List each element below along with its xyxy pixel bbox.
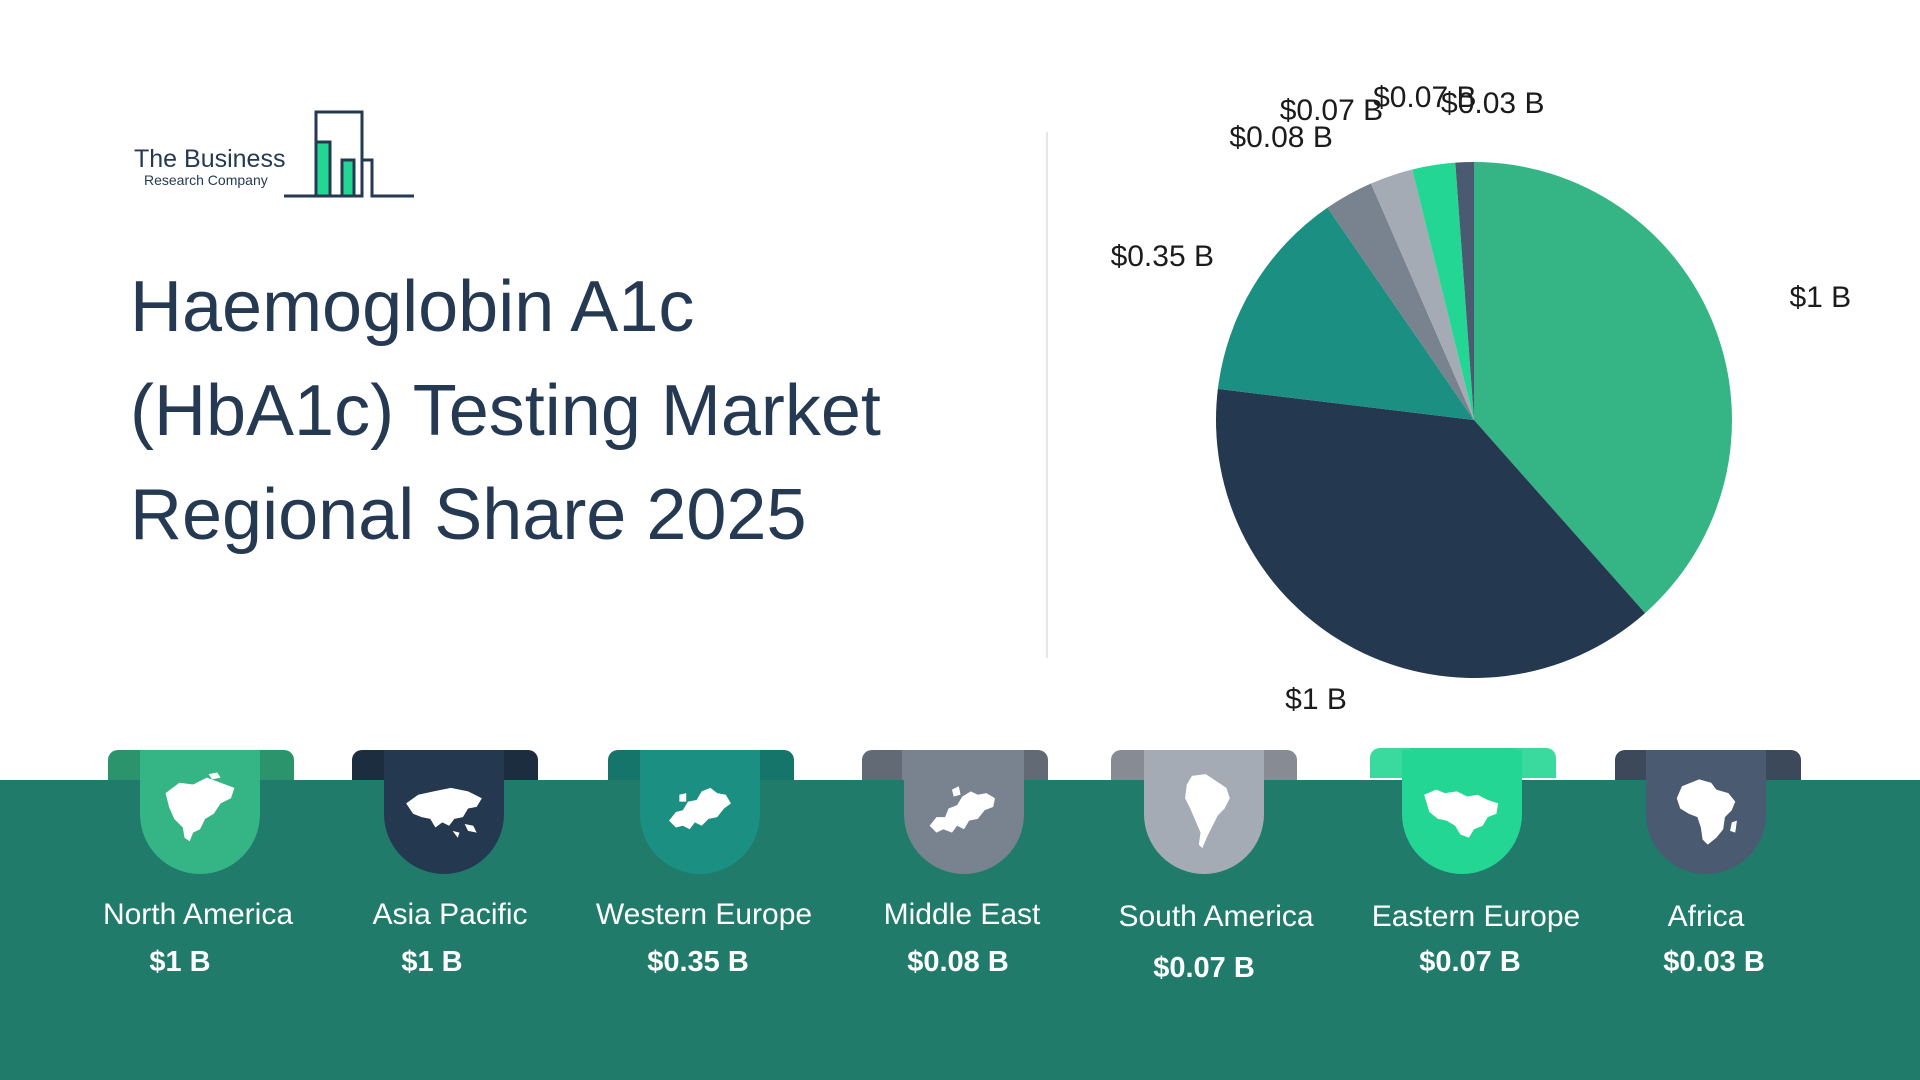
pie-slice-africa <box>1455 162 1474 420</box>
region-badge <box>640 750 760 874</box>
pie-chart: $1 B $1 B $0.35 B $0.08 B $0.07 B $0.07 B $0.0… <box>1060 40 1920 740</box>
pie-data-label: $0.03 B <box>1441 87 1545 121</box>
asia-map-icon <box>406 787 482 838</box>
western-europe-map-icon <box>669 787 731 830</box>
company-logo: The Business Research Company <box>134 108 434 198</box>
region-value: $1 B <box>149 946 211 978</box>
north-america-map-icon <box>165 772 235 842</box>
pie-slice-western-europe <box>1217 207 1474 420</box>
pie-chart-svg <box>1216 162 1732 679</box>
pie-data-label: $0.35 B <box>1110 239 1214 273</box>
region-card-south-america: South America $0.07 B <box>1066 750 1326 990</box>
page-title: Haemoglobin A1c (HbA1c) Testing Market R… <box>130 255 990 567</box>
middle-east-map-icon <box>1424 789 1499 838</box>
pie-slice-south-america <box>1370 169 1474 420</box>
region-name: North America <box>102 898 294 931</box>
region-badge <box>1144 750 1264 874</box>
vertical-divider <box>1046 132 1048 658</box>
pie-data-label: $0.07 B <box>1373 80 1477 114</box>
region-name: Eastern Europe <box>1371 900 1581 933</box>
region-value: $0.08 B <box>907 946 1009 978</box>
region-card-western-europe: Western Europe $0.35 B <box>556 750 816 990</box>
region-name: Western Europe <box>595 898 813 931</box>
pie-slice-north-america <box>1474 162 1732 614</box>
region-card-asia-pacific: Asia Pacific $1 B <box>302 750 562 990</box>
region-badge <box>904 750 1024 874</box>
region-card-eastern-europe: Eastern Europe $0.07 B <box>1336 748 1596 990</box>
pie-data-label: $0.07 B <box>1279 93 1384 127</box>
region-badge <box>384 750 504 874</box>
region-value: $0.35 B <box>647 946 749 978</box>
pie-data-label: $0.08 B <box>1229 120 1333 154</box>
pie-slice-eastern-europe <box>1412 162 1474 420</box>
region-name: Middle East <box>883 898 1041 931</box>
europe-map-icon <box>929 786 995 833</box>
pie-slice-middle-east <box>1327 183 1474 420</box>
title-line-3: Regional Share 2025 <box>130 475 807 555</box>
region-badge <box>140 750 260 874</box>
region-badge <box>1646 750 1766 874</box>
region-value: $0.07 B <box>1153 952 1255 984</box>
region-value: $0.07 B <box>1419 946 1521 978</box>
region-name: South America <box>1118 900 1314 933</box>
africa-map-icon <box>1676 779 1737 845</box>
logo-text-secondary: Research Company <box>144 172 268 188</box>
pie-data-label: $1 B <box>1789 280 1852 314</box>
region-value: $1 B <box>401 946 463 978</box>
logo-text-primary: The Business <box>134 145 286 173</box>
south-america-map-icon <box>1185 774 1230 849</box>
region-value: $0.03 B <box>1663 946 1765 978</box>
logo-buildings-icon <box>284 110 414 198</box>
region-badge <box>1402 750 1522 874</box>
region-card-north-america: North America $1 B <box>50 750 310 990</box>
region-name: Asia Pacific <box>372 898 528 931</box>
region-card-africa: Africa $0.03 B <box>1590 750 1850 990</box>
region-card-middle-east: Middle East $0.08 B <box>812 750 1072 990</box>
pie-slice-asia-pacific <box>1216 388 1646 679</box>
title-line-1: Haemoglobin A1c <box>130 267 695 347</box>
pie-data-label: $1 B <box>1285 682 1347 716</box>
title-line-2: (HbA1c) Testing Market <box>130 371 881 451</box>
region-name: Africa <box>1667 900 1745 933</box>
